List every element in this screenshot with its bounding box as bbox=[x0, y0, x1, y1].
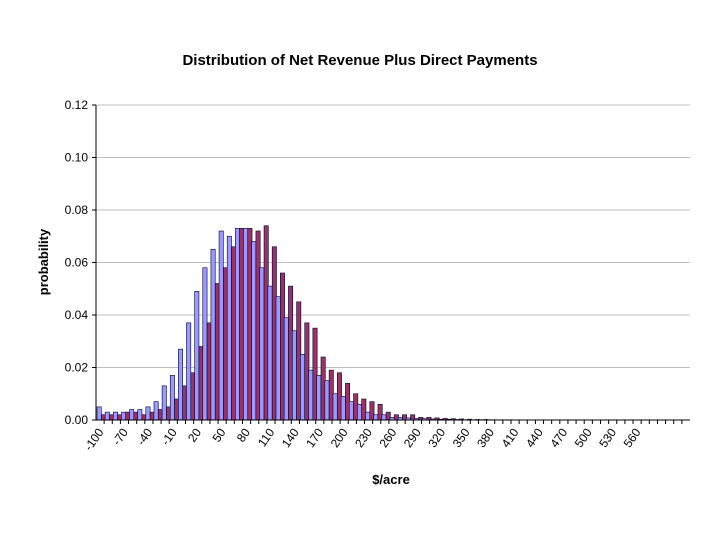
bar-series-1 bbox=[357, 403, 362, 421]
bar-series-1 bbox=[291, 330, 297, 421]
bar-series-1 bbox=[348, 401, 354, 421]
x-tick-label: 50 bbox=[209, 425, 228, 444]
gridlines bbox=[96, 104, 690, 368]
y-axis-label: probability bbox=[36, 228, 51, 295]
bar-series-1 bbox=[145, 406, 151, 421]
y-tick-label: 0.00 bbox=[65, 413, 89, 427]
bar-series-1 bbox=[194, 291, 200, 421]
bar-series-1 bbox=[169, 375, 175, 421]
bar-series-1 bbox=[129, 409, 135, 421]
bar-series-1 bbox=[373, 414, 379, 421]
x-tick-label: 200 bbox=[328, 425, 351, 450]
bar-series-1 bbox=[251, 241, 257, 421]
x-tick-label: 530 bbox=[596, 425, 619, 450]
bar-series-1 bbox=[137, 409, 143, 421]
bar-series-1 bbox=[112, 411, 118, 421]
bar-series-1 bbox=[153, 401, 159, 421]
bar-series-1 bbox=[210, 249, 216, 421]
x-tick-label: 20 bbox=[185, 425, 204, 444]
y-tick-label: 0.12 bbox=[65, 98, 89, 112]
x-tick-label: 290 bbox=[401, 425, 424, 450]
bar-series-1 bbox=[332, 393, 338, 421]
y-tick-label: 0.02 bbox=[65, 361, 89, 375]
bar-series-1 bbox=[340, 396, 346, 421]
x-tick-label: 470 bbox=[547, 425, 570, 450]
bar-series-1 bbox=[186, 322, 192, 421]
x-tick-label: 440 bbox=[523, 425, 546, 450]
x-axis-label: $/acre bbox=[372, 472, 410, 487]
y-tick-label: 0.08 bbox=[65, 203, 89, 217]
x-tick-label: 110 bbox=[255, 425, 278, 449]
bar-series-1 bbox=[243, 228, 249, 421]
bar-series-1 bbox=[202, 267, 208, 421]
bar-series-1 bbox=[259, 267, 265, 421]
x-tick-label: 230 bbox=[352, 425, 375, 450]
x-tick-label: 260 bbox=[376, 425, 399, 450]
x-tick-label: -10 bbox=[158, 425, 180, 448]
bar-series-1 bbox=[235, 228, 240, 421]
x-tick-label: 170 bbox=[303, 425, 326, 450]
chart-title: Distribution of Net Revenue Plus Direct … bbox=[182, 52, 538, 69]
y-tick-label: 0.04 bbox=[65, 308, 89, 322]
bar-series-1 bbox=[226, 235, 232, 421]
bar-series-1 bbox=[381, 414, 387, 421]
y-tick-labels: 0.00 0.02 0.04 0.06 0.08 0.10 0.12 bbox=[65, 98, 89, 427]
x-tick-label: 410 bbox=[499, 425, 522, 450]
axes bbox=[92, 104, 690, 424]
x-tick-label: 380 bbox=[474, 425, 497, 450]
x-tick-label: 350 bbox=[450, 425, 473, 450]
y-tick-label: 0.06 bbox=[65, 256, 89, 270]
bar-series-1 bbox=[300, 354, 306, 421]
bar-series-1 bbox=[267, 285, 273, 421]
bar-series-1 bbox=[308, 369, 314, 421]
bar-series-1 bbox=[275, 296, 281, 421]
bar-series-1 bbox=[161, 385, 167, 421]
y-tick-label: 0.10 bbox=[65, 151, 89, 165]
bar-series-1 bbox=[324, 380, 330, 421]
x-tick-label: 140 bbox=[279, 425, 302, 450]
bars bbox=[96, 225, 513, 421]
bar-series-1 bbox=[218, 230, 224, 421]
x-tick-label: 500 bbox=[572, 425, 595, 450]
x-tick-label: 320 bbox=[425, 425, 448, 450]
x-tick-label: -40 bbox=[134, 425, 156, 448]
bar-series-1 bbox=[104, 411, 110, 421]
x-tick-label: 80 bbox=[234, 425, 253, 444]
bar-series-1 bbox=[178, 348, 183, 421]
x-tick-labels: -100 -70 -40 -10 20 50 80 110 140 170 200 230 260 290… bbox=[81, 425, 643, 453]
bar-series-1 bbox=[96, 406, 102, 421]
bar-series-1 bbox=[121, 411, 127, 421]
x-tick-label: 560 bbox=[621, 425, 644, 450]
x-tick-label: -70 bbox=[110, 425, 132, 448]
bar-series-1 bbox=[365, 411, 371, 421]
bar-series-1 bbox=[283, 317, 289, 421]
bar-series-1 bbox=[316, 375, 322, 421]
x-tick-label: -100 bbox=[81, 425, 106, 453]
